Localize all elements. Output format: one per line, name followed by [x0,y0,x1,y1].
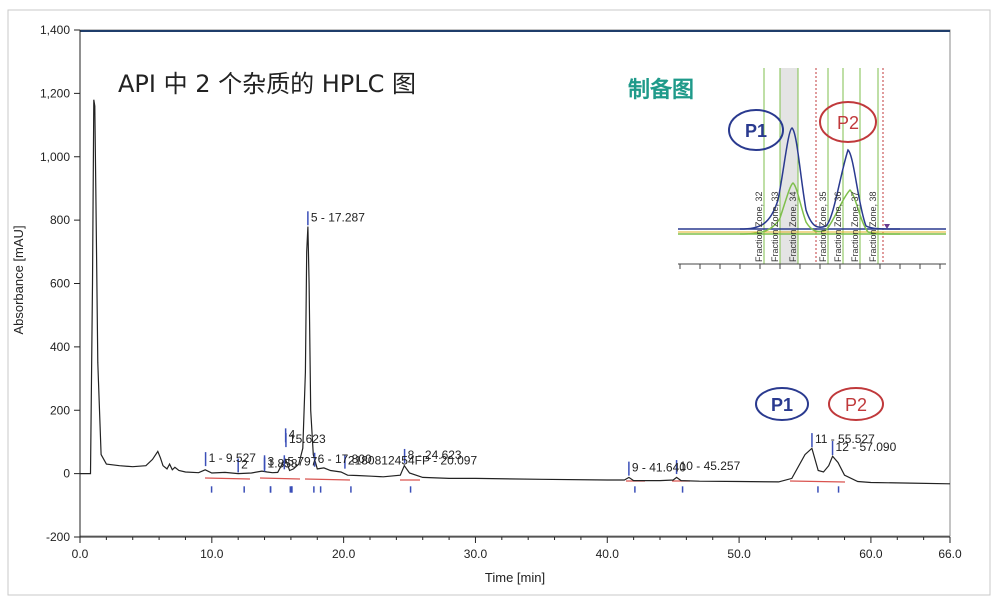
y-tick-label: 1,400 [40,23,70,37]
p2-label: P2 [845,395,867,415]
y-tick-label: 200 [50,403,70,417]
annotation-p1: P1 [755,387,809,421]
x-axis-ticks: 0.0 10.0 20.0 30.0 40.0 50.0 60.0 66.0 [72,537,962,561]
peak-label: 15.623 [289,432,326,446]
fraction-zone-label: Fraction Zone, 36 [833,191,843,262]
y-tick-label: -200 [46,530,70,544]
inset-title: 制备图 [628,78,695,103]
peak-label: 11 - 55.527 [815,432,875,446]
peak-label: 9 - 41.640 [632,461,686,475]
peak-label: 4 [289,427,296,441]
x-tick-label: 60.0 [859,547,883,561]
inset-selected-zone [780,68,798,264]
y-axis-ticks: -200 0 200 400 600 800 1,000 1,200 1,400 [40,23,80,544]
p1-ellipse [755,387,809,421]
peak-label: 2180812454FP - 20.097 [348,454,478,468]
inset-trace-green [739,182,901,235]
peak-label: 10 - 45.257 [680,459,741,473]
inset-p1-label: P1 [745,121,767,141]
y-axis-label: Absorbance [mAU] [11,225,26,334]
peak-markers [204,211,840,493]
fraction-zone-label: Fraction Zone, 34 [788,191,798,262]
y-tick-label: 800 [50,213,70,227]
peak-label: 5 - 17.287 [311,210,365,224]
x-tick-label: 40.0 [596,547,620,561]
inset-trace-blue [739,127,901,230]
x-tick-label: 0.0 [72,547,89,561]
peak-label: 12 - 57.090 [836,440,897,454]
chromatogram-trace [80,99,951,485]
inset-p2-label: P2 [837,113,859,133]
x-tick-label: 30.0 [464,547,488,561]
annotation-p2: P2 [828,387,884,421]
fraction-zone-label: Fraction Zone, 32 [754,191,764,262]
x-tick-label: 66.0 [938,547,962,561]
peak-label: 1.858 [268,457,298,471]
peak-label: 5.797 [287,454,317,468]
peak-label: 8 - 24.623 [408,448,462,462]
y-tick-label: 1,000 [40,150,70,164]
inset-p1-ellipse [728,109,784,151]
chart-title: API 中 2 个杂质的 HPLC 图 [118,70,417,98]
fraction-zone-label: Fraction Zone, 33 [770,191,780,262]
x-tick-label: 50.0 [727,547,751,561]
p2-ellipse [828,387,884,421]
y-tick-label: 1,200 [40,86,70,100]
inset-arrow-marker [884,224,890,229]
baseline-segment [304,478,351,481]
fraction-zone-label: Fraction Zone, 35 [818,191,828,262]
baseline-segment [789,480,846,483]
inset-chart: Fraction Zone, 32 Fraction Zone, 33 Fracti… [678,68,946,269]
x-tick-label: 10.0 [200,547,224,561]
baseline-segment [204,477,251,480]
x-axis-label: Time [min] [485,570,545,585]
x-tick-label: 20.0 [332,547,356,561]
fraction-zone-label: Fraction Zone, 37 [850,191,860,262]
outer-frame [7,9,991,596]
peak-label: 3 [268,454,275,468]
inset-axis-ticks [679,264,941,269]
baseline-segment [259,477,301,480]
fraction-zone-labels: Fraction Zone, 32 Fraction Zone, 33 Fracti… [754,191,878,262]
p1-label: P1 [771,395,793,415]
peak-label: 1 - 9.527 [209,451,257,465]
y-tick-label: 0 [63,467,70,481]
y-tick-label: 600 [50,277,70,291]
y-tick-label: 400 [50,340,70,354]
fraction-zone-label: Fraction Zone, 38 [868,191,878,262]
inset-p2-ellipse [819,101,877,143]
peak-label: 2 [241,457,248,471]
peak-label: 6 - 17.800 [318,452,372,466]
